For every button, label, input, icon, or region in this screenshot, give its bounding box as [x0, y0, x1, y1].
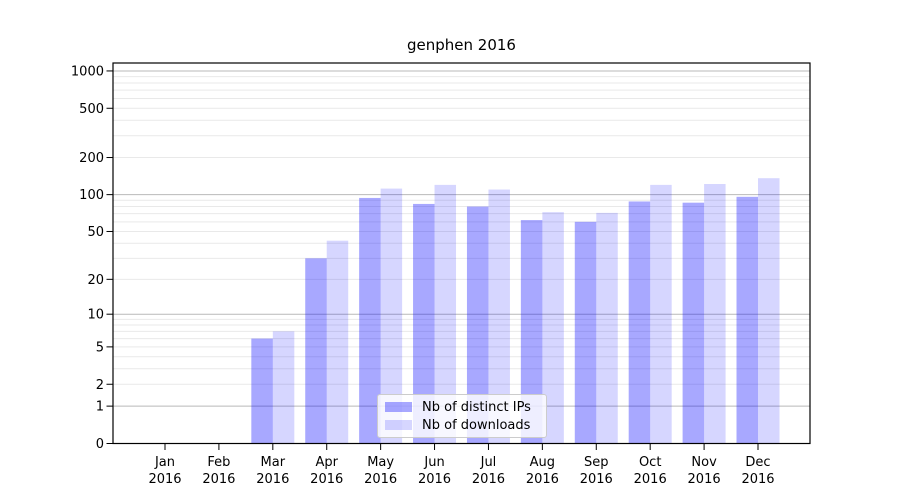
bar-downloads-dec — [758, 178, 780, 444]
bar-downloads-jul — [488, 189, 510, 444]
x-tick-label-month: Aug — [530, 455, 555, 470]
y-tick-label: 1000 — [71, 64, 104, 79]
y-tick-label: 5 — [96, 340, 104, 355]
x-tick-label-year: 2016 — [418, 472, 451, 487]
x-tick-label-month: Feb — [207, 455, 230, 470]
x-tick-label-year: 2016 — [310, 472, 343, 487]
bar-downloads-may — [380, 188, 403, 444]
legend-item-distinct-ips: Nb of distinct IPs — [385, 399, 546, 415]
x-tick-label-month: Oct — [639, 455, 661, 470]
legend-item-downloads: Nb of downloads — [385, 417, 546, 433]
bar-ips-dec — [736, 196, 758, 444]
y-tick-label: 2 — [96, 378, 104, 393]
bar-downloads-oct — [650, 184, 672, 444]
bar-ips-oct — [628, 201, 651, 444]
x-tick-label-year: 2016 — [256, 472, 289, 487]
y-tick-label: 200 — [79, 151, 104, 166]
x-tick-label-year: 2016 — [634, 472, 667, 487]
bar-ips-jun — [413, 203, 435, 444]
y-tick-label: 50 — [87, 225, 104, 240]
bar-downloads-aug — [542, 212, 564, 444]
y-tick-label: 100 — [79, 188, 104, 203]
bar-ips-nov — [682, 202, 705, 444]
x-tick-label-year: 2016 — [148, 472, 181, 487]
plot-border — [112, 62, 811, 445]
x-tick-label-month: Sep — [584, 455, 609, 470]
x-tick-label-month: Nov — [691, 455, 717, 470]
bar-downloads-jun — [434, 184, 457, 444]
legend-swatch-distinct-ips — [385, 402, 412, 412]
x-tick-label-year: 2016 — [741, 472, 774, 487]
x-tick-label-year: 2016 — [526, 472, 559, 487]
bar-downloads-nov — [704, 184, 726, 444]
chart-title: genphen 2016 — [407, 36, 516, 54]
bar-ips-mar — [251, 338, 273, 444]
x-tick-label-month: May — [367, 455, 394, 470]
legend: Nb of distinct IPs Nb of downloads — [377, 394, 547, 438]
y-tick-label: 1 — [96, 400, 104, 415]
y-tick-label: 0 — [96, 437, 104, 452]
bar-downloads-mar — [272, 331, 295, 444]
y-tick-label: 10 — [87, 308, 104, 323]
bar-ips-aug — [520, 220, 543, 444]
x-tick-label-year: 2016 — [580, 472, 613, 487]
y-tick-label: 500 — [79, 102, 104, 117]
bar-downloads-apr — [326, 240, 349, 444]
bar-ips-sep — [574, 221, 597, 444]
legend-label-distinct-ips: Nb of distinct IPs — [422, 399, 531, 415]
x-tick-label-year: 2016 — [688, 472, 721, 487]
x-tick-label-year: 2016 — [472, 472, 505, 487]
bar-downloads-sep — [596, 212, 618, 444]
bar-ips-apr — [305, 258, 327, 444]
x-tick-label-year: 2016 — [202, 472, 235, 487]
x-tick-label-month: Dec — [745, 455, 770, 470]
x-tick-label-year: 2016 — [364, 472, 397, 487]
x-tick-label-month: Mar — [261, 455, 286, 470]
legend-label-downloads: Nb of downloads — [422, 417, 531, 433]
legend-swatch-downloads — [385, 420, 412, 430]
x-tick-label-month: Jan — [154, 455, 175, 470]
bar-ips-jul — [466, 206, 489, 444]
x-tick-label-month: Jul — [480, 455, 497, 470]
x-tick-label-month: Apr — [315, 455, 338, 470]
bar-ips-may — [359, 197, 381, 444]
y-tick-label: 20 — [87, 273, 104, 288]
x-tick-label-month: Jun — [423, 455, 444, 470]
